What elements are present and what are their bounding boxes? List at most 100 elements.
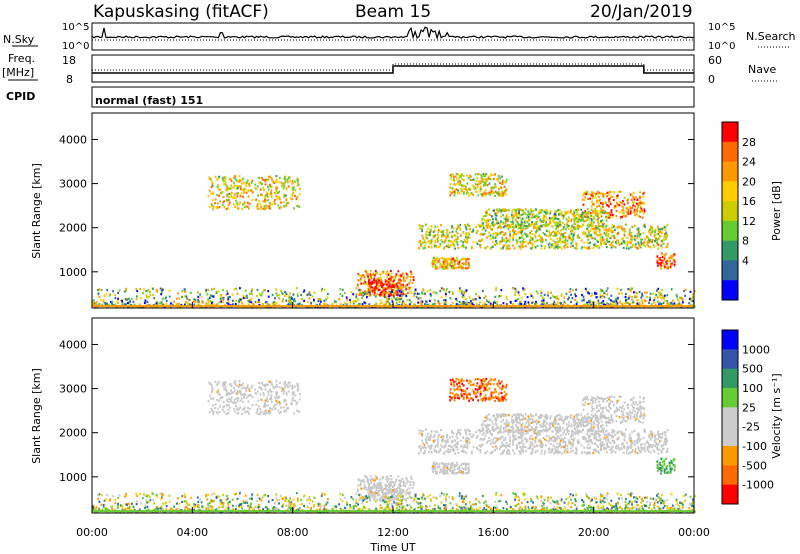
echo-cell (563, 300, 566, 303)
echo-cell (637, 247, 640, 250)
echo-cell (386, 279, 388, 283)
echo-cell (474, 187, 477, 190)
echo-cell (505, 188, 508, 191)
echo-cell (376, 492, 379, 495)
echo-cell (500, 192, 503, 195)
echo-cell (392, 489, 394, 492)
echo-cell (240, 393, 242, 396)
echo-cell (453, 190, 455, 193)
echo-cell (412, 481, 415, 484)
echo-cell (272, 385, 275, 388)
echo-cell (572, 213, 575, 216)
echo-cell (212, 411, 215, 414)
echo-cell (496, 300, 498, 303)
echo-cell (523, 288, 526, 291)
echo-cell (503, 239, 505, 242)
echo-cell (452, 257, 455, 260)
echo-cell (363, 276, 366, 279)
echo-cell (479, 244, 481, 247)
echo-cell (535, 230, 538, 233)
echo-cell (465, 441, 467, 444)
echo-cell (475, 226, 478, 229)
echo-cell (236, 397, 239, 400)
echo-cell (479, 225, 481, 228)
echo-cell (362, 291, 365, 294)
echo-cell (624, 215, 627, 218)
echo-cell (541, 442, 544, 445)
echo-cell (540, 241, 543, 244)
echo-cell (505, 241, 508, 244)
echo-cell (515, 289, 518, 292)
echo-cell (258, 300, 261, 304)
echo-cell (447, 440, 449, 443)
echo-cell (408, 282, 411, 285)
echo-cell (583, 241, 586, 244)
echo-cell (397, 475, 400, 478)
echo-cell (266, 191, 269, 194)
echo-cell (222, 178, 224, 181)
echo-cell (507, 239, 510, 242)
echo-cell (534, 234, 536, 237)
echo-cell (455, 267, 458, 270)
echo-cell (369, 492, 371, 495)
echo-cell (486, 245, 489, 248)
echo-cell (613, 237, 616, 240)
echo-cell (299, 187, 301, 191)
echo-cell (269, 408, 272, 411)
echo-cell (670, 255, 672, 258)
echo-cell (293, 300, 296, 303)
echo-cell (584, 219, 587, 223)
echo-cell (484, 174, 487, 177)
echo-cell (292, 300, 295, 303)
echo-cell (604, 241, 607, 244)
echo-cell (456, 226, 459, 229)
echo-cell (106, 302, 108, 305)
echo-cell (609, 229, 612, 232)
echo-cell (469, 433, 472, 436)
echo-cell (641, 238, 643, 241)
echo-cell (621, 302, 623, 305)
echo-cell (341, 294, 344, 298)
echo-cell (595, 433, 598, 436)
echo-cell (626, 199, 629, 202)
echo-cell (251, 191, 254, 194)
echo-cell (489, 193, 492, 196)
echo-cell (663, 255, 666, 258)
echo-cell (479, 190, 482, 193)
echo-cell (625, 247, 628, 250)
echo-cell (239, 185, 242, 188)
echo-cell (392, 490, 394, 493)
echo-cell (109, 293, 112, 296)
echo-cell (531, 214, 534, 217)
echo-cell (662, 301, 665, 305)
echo-cell (553, 295, 555, 299)
echo-cell (537, 226, 540, 229)
echo-cell (661, 239, 664, 242)
echo-cell (656, 260, 659, 263)
echo-cell (616, 194, 619, 197)
echo-cell (614, 246, 617, 249)
echo-cell (294, 399, 296, 402)
echo-cell (508, 224, 510, 227)
echo-cell (295, 287, 298, 290)
echo-cell (665, 245, 668, 248)
echo-cell (463, 245, 465, 249)
echo-cell (442, 234, 445, 237)
echo-cell (495, 218, 498, 221)
echo-cell (602, 193, 605, 196)
echo-cell (595, 228, 598, 231)
echo-cell (131, 297, 133, 300)
echo-cell (627, 302, 630, 305)
echo-cell (600, 301, 603, 304)
beam-title: Beam 15 (355, 2, 431, 22)
echo-cell (138, 303, 141, 306)
echo-cell (589, 235, 592, 238)
echo-cell (578, 215, 580, 218)
echo-cell (531, 237, 534, 240)
echo-cell (542, 239, 544, 242)
echo-cell (666, 243, 669, 246)
echo-cell (613, 205, 616, 208)
echo-cell (443, 299, 445, 302)
echo-cell (363, 282, 366, 285)
echo-cell (367, 284, 369, 287)
